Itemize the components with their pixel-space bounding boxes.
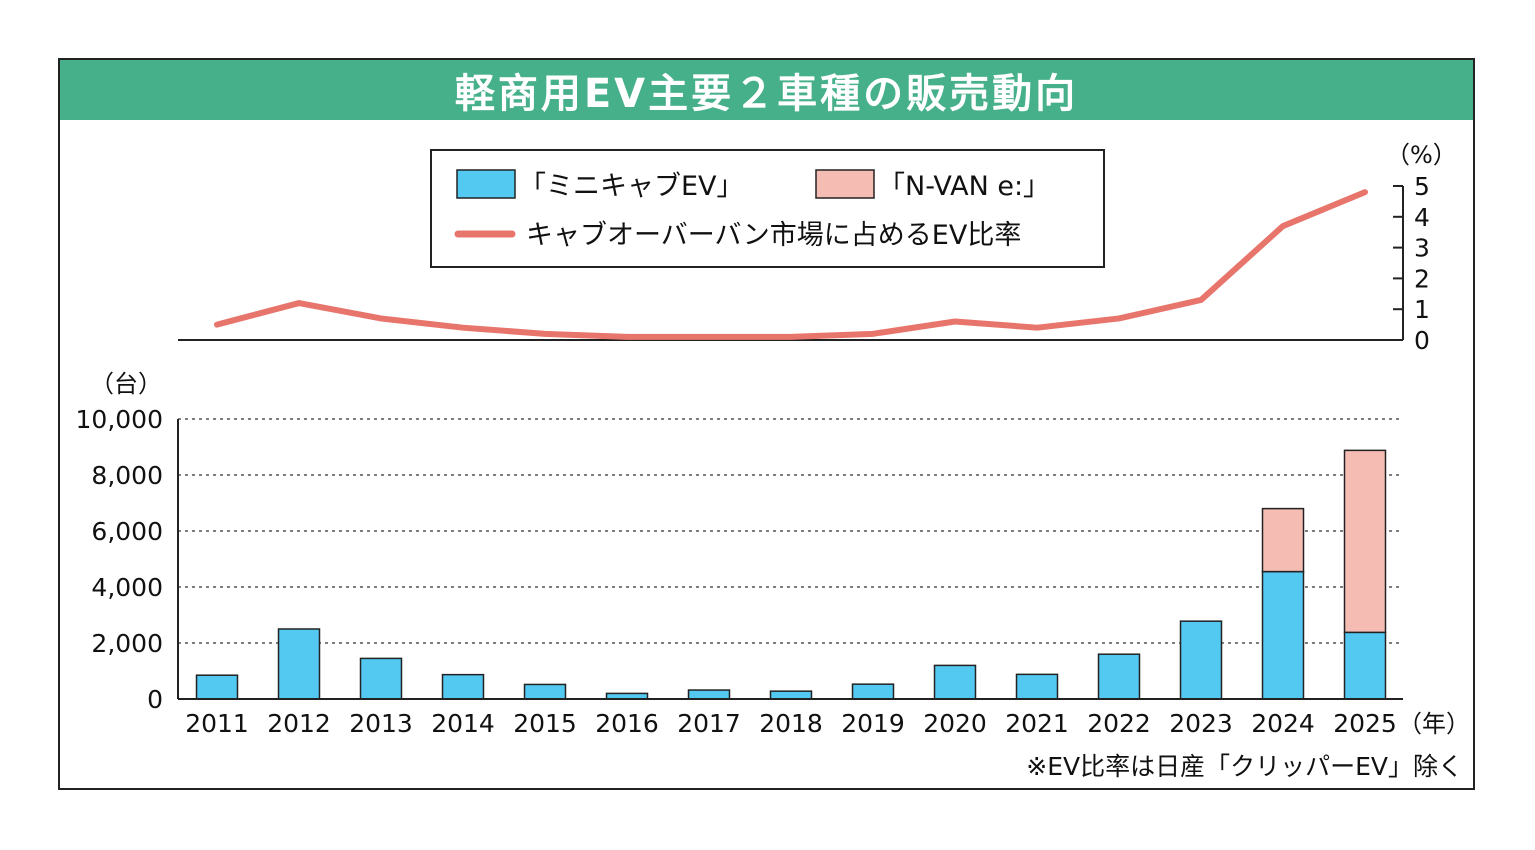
bar-minicab [933,664,977,700]
line-ytick-label: 5 [1414,172,1430,201]
bar-xtick-label: 2019 [841,709,905,738]
bar-ytick-label: 2,000 [91,629,163,658]
bar-minicab [441,673,485,700]
bar-ytick-label: 0 [147,685,163,714]
bar-xtick-label: 2022 [1087,709,1151,738]
bar-minicab [1097,653,1141,700]
bar-xtick-label: 2012 [267,709,331,738]
chart-title: 軽商用EV主要２車種の販売動向 [60,60,1473,120]
bar-xtick-label: 2021 [1005,709,1069,738]
bar-minicab [195,674,239,700]
line-ytick-label: 1 [1414,295,1430,324]
bar-minicab [687,689,731,700]
bar-xtick-label: 2020 [923,709,987,738]
bar-chart: （台） 0 2,000 4,000 6,000 8,000 10,000 2011 2012… [76,370,1470,738]
line-ytick-label: 3 [1414,234,1430,263]
bar-xtick-label: 2023 [1169,709,1233,738]
bar-minicab [1343,631,1387,700]
bar-minicab [523,683,567,700]
legend-label-minicab: 「ミニキャブEV」 [519,171,744,202]
line-ytick-label: 2 [1414,264,1430,293]
bar-ytick-label: 8,000 [91,461,163,490]
bar-minicab [769,690,813,700]
legend-label-line: キャブオーバーバン市場に占めるEV比率 [526,220,1021,251]
bar-nvan [1261,507,1305,573]
bar-minicab [1261,570,1305,700]
bar-minicab [1179,620,1223,700]
bar-ytick-label: 4,000 [91,573,163,602]
footnote: ※EV比率は日産「クリッパーEV」除く [1026,752,1463,781]
bar-minicab [277,628,321,700]
legend-swatch-minicab [456,169,516,199]
line-ytick-label: 4 [1414,203,1430,232]
bar-xtick-label: 2018 [759,709,823,738]
bar-xtick-label: 2014 [431,709,495,738]
bar-xtick-label: 2015 [513,709,577,738]
bar-xtick-label: 2024 [1251,709,1315,738]
bar-x-unit-label: （年） [1398,710,1470,738]
legend: 「ミニキャブEV」 「N-VAN e:」 キャブオーバーバン市場に占めるEV比率 [430,149,1105,268]
line-ytick-label: 0 [1414,326,1430,355]
bar-xtick-label: 2011 [185,709,249,738]
bar-minicab [359,657,403,700]
bar-ytick-label: 6,000 [91,517,163,546]
bar-nvan [1343,449,1387,634]
bar-minicab [851,683,895,700]
bar-ytick-label: 10,000 [76,405,163,434]
legend-swatch-nvan [815,169,875,199]
bar-xtick-label: 2017 [677,709,741,738]
line-unit-label: （%） [1386,141,1457,169]
bar-y-unit-label: （台） [90,370,162,398]
bar-xtick-label: 2013 [349,709,413,738]
bar-xtick-label: 2025 [1333,709,1397,738]
bar-xtick-label: 2016 [595,709,659,738]
bar-minicab [1015,673,1059,700]
legend-label-nvan: 「N-VAN e:」 [878,171,1050,202]
